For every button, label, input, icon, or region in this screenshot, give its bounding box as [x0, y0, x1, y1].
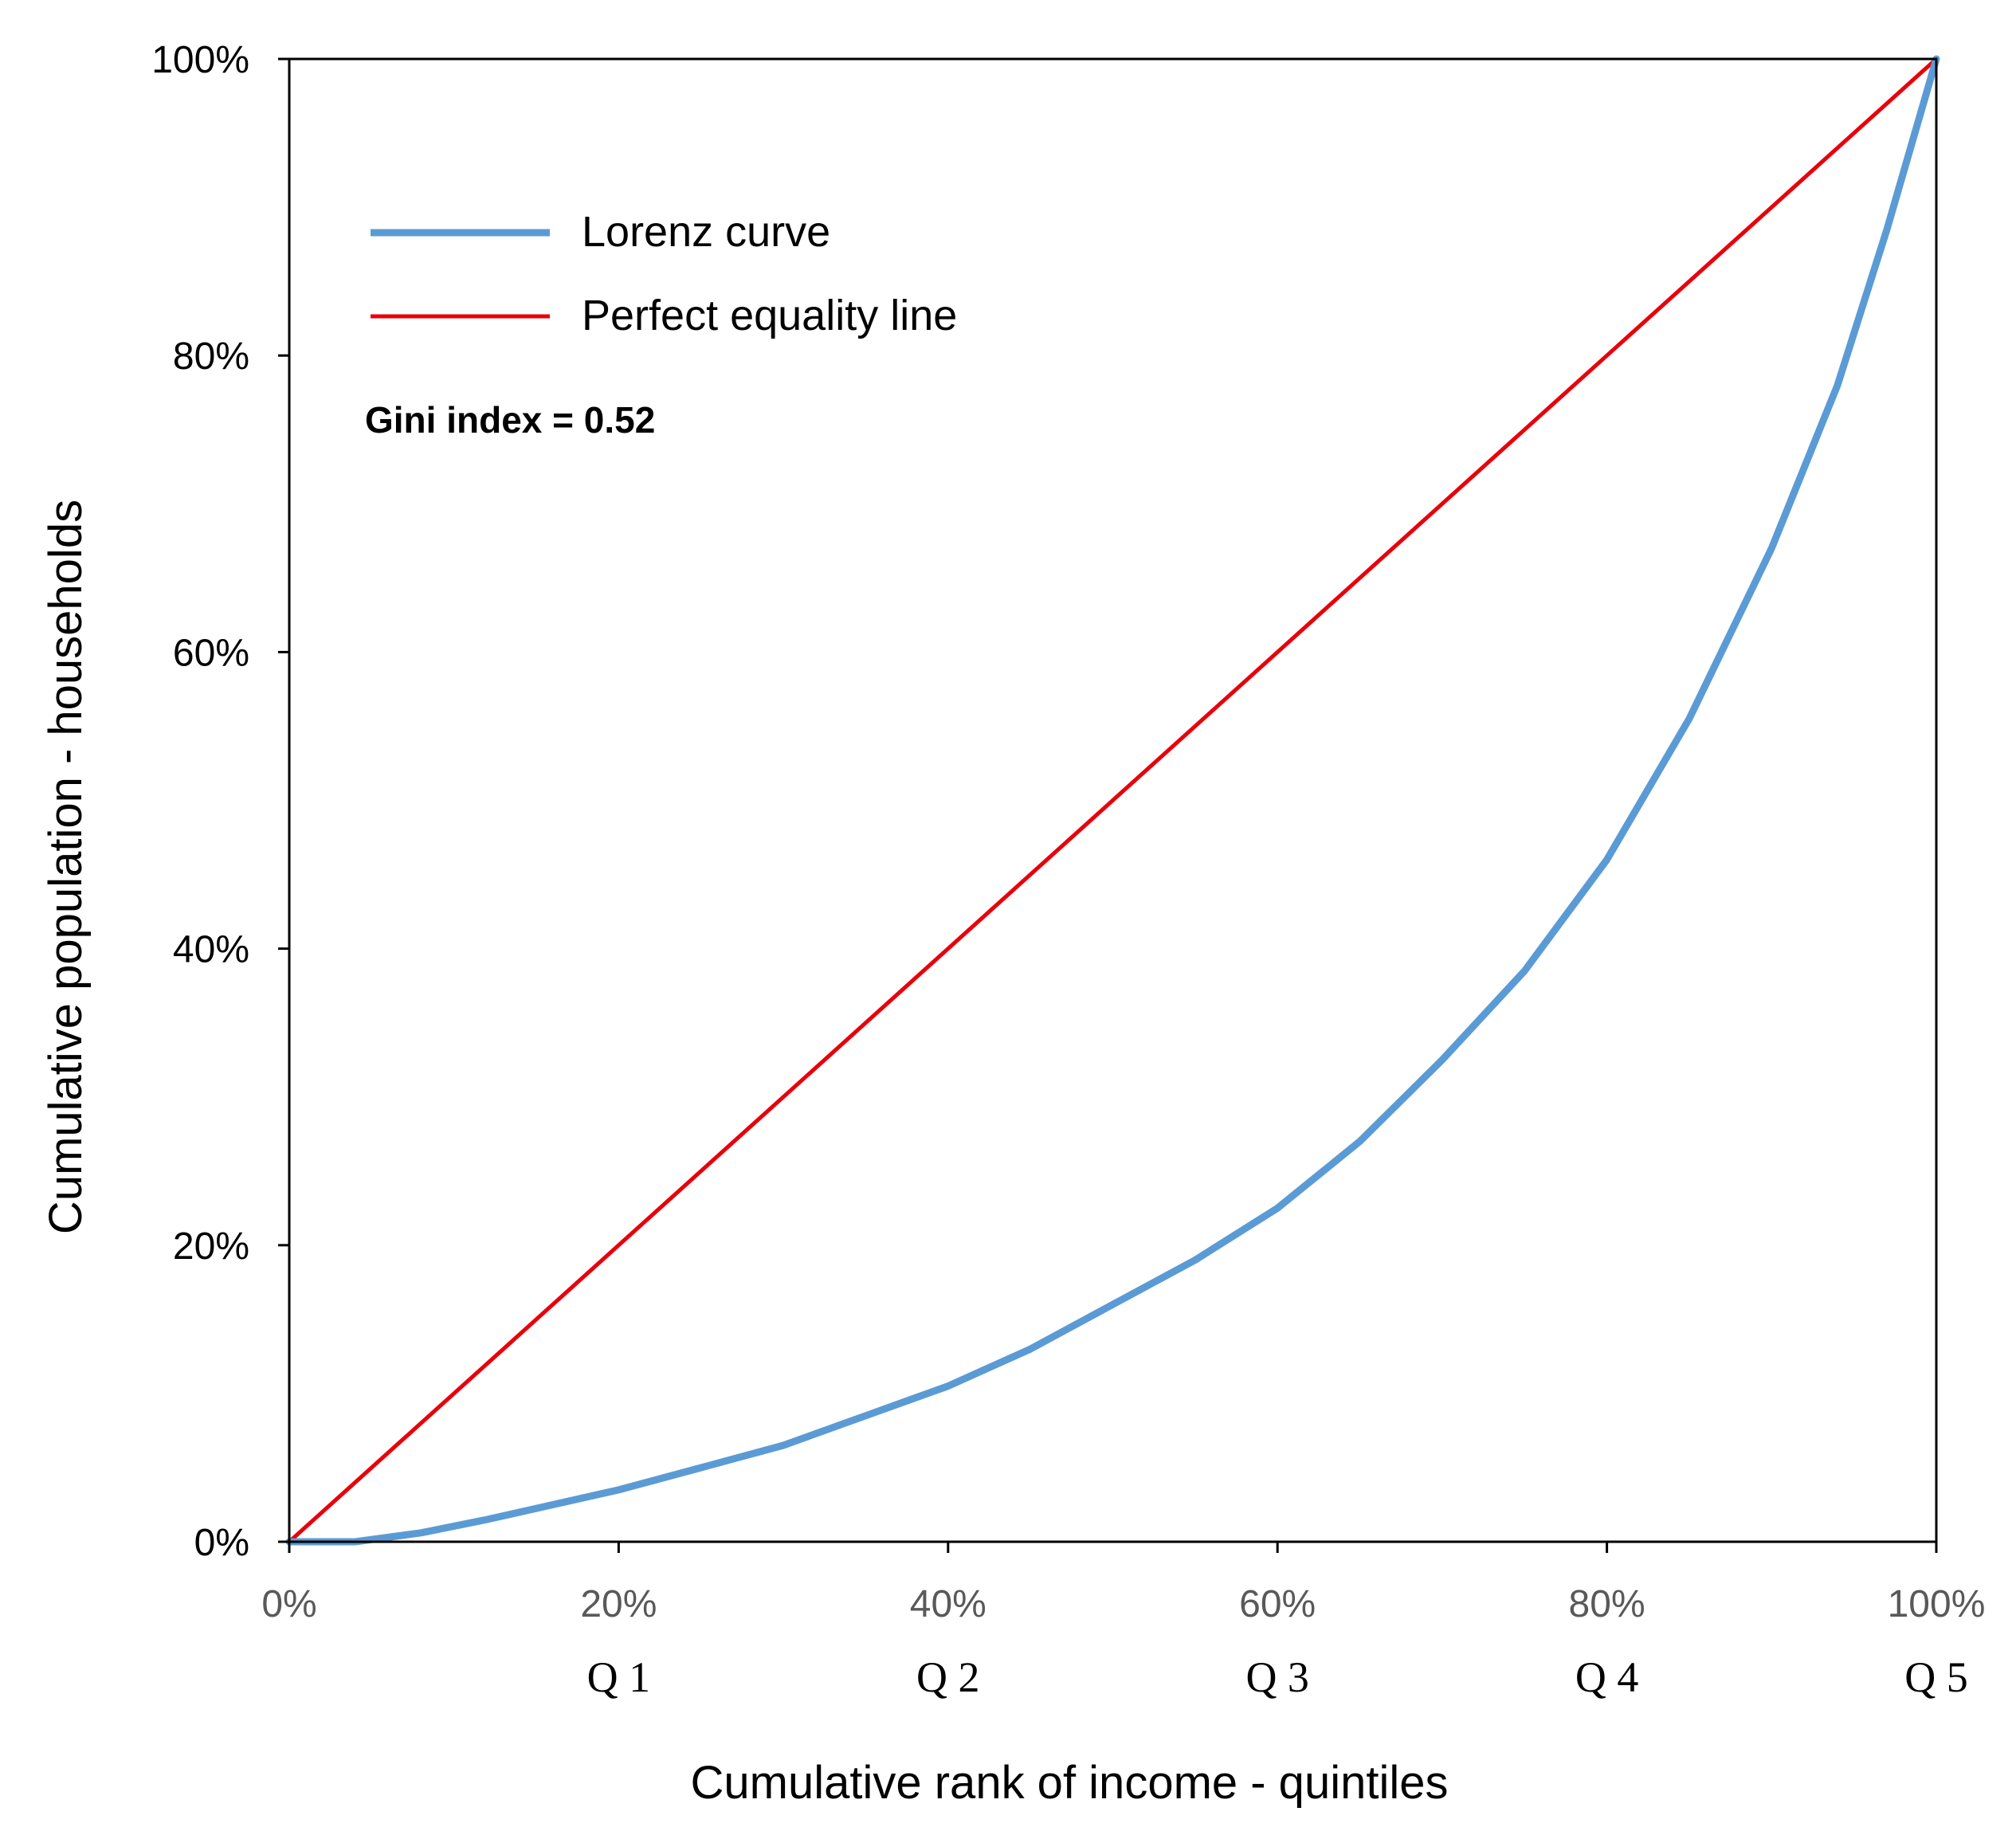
- y-tick-label: 100%: [151, 39, 249, 81]
- series-line-lorenz-curve: [285, 55, 1940, 1546]
- series-line-perfect-equality-line: [287, 57, 1939, 1544]
- x-tick-label: 100%: [1888, 1583, 1986, 1625]
- plot-area: [285, 55, 1940, 1546]
- x-axis-title: Cumulative rank of income - quintiles: [691, 1757, 1449, 1809]
- axes-layer: 0% 20% 40% 60% 80% 100% 0% 20% 40% 60% 80% 100% Q 1 Q…: [151, 39, 1985, 1701]
- quintile-label: Q 2: [916, 1653, 980, 1701]
- quintile-label: Q 1: [587, 1653, 651, 1701]
- y-tick-label: 20%: [173, 1225, 249, 1268]
- gini-index-annotation: Gini index = 0.52: [365, 399, 655, 441]
- legend-label-perfect-equality-line: Perfect equality line: [582, 292, 957, 339]
- legend-label-lorenz-curve: Lorenz curve: [582, 208, 830, 256]
- x-tick-label: 80%: [1569, 1583, 1645, 1625]
- quintile-label: Q 5: [1904, 1653, 1968, 1701]
- x-tick-label: 60%: [1239, 1583, 1316, 1625]
- y-tick-label: 0%: [194, 1522, 249, 1564]
- legend: Lorenz curve Perfect equality line: [371, 208, 957, 339]
- plot-frame: [288, 57, 1938, 1543]
- y-tick-label: 40%: [173, 929, 249, 971]
- quintile-label: Q 3: [1245, 1653, 1309, 1701]
- y-tick-label: 80%: [173, 335, 249, 378]
- x-tick-label: 0%: [261, 1583, 316, 1625]
- x-tick-label: 20%: [580, 1583, 657, 1625]
- y-axis-title: Cumulative population - households: [40, 500, 92, 1234]
- x-tick-label: 40%: [910, 1583, 986, 1625]
- y-tick-label: 60%: [173, 632, 249, 674]
- quintile-label: Q 4: [1575, 1653, 1639, 1701]
